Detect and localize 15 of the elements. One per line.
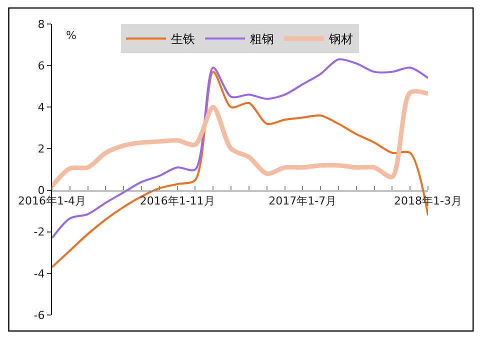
y-tick-label: 8 xyxy=(38,18,45,31)
y-tick-label: -2 xyxy=(34,226,45,239)
y-tick-label: 4 xyxy=(38,100,45,114)
y-tick-label: 6 xyxy=(38,59,45,72)
legend-label: 钢材 xyxy=(328,32,353,46)
legend-label: 粗钢 xyxy=(250,32,274,46)
y-tick-label: -6 xyxy=(34,308,45,322)
x-tick-label: 2017年1-7月 xyxy=(268,194,337,208)
y-tick-label: -4 xyxy=(34,267,45,280)
legend-label: 生铁 xyxy=(171,32,195,46)
y-tick-label: 0 xyxy=(38,184,45,198)
line-series xyxy=(52,89,428,188)
y-axis-title: % xyxy=(66,29,76,42)
x-tick-label: 2016年1-11月 xyxy=(140,194,215,208)
y-tick-label: 2 xyxy=(38,142,45,156)
